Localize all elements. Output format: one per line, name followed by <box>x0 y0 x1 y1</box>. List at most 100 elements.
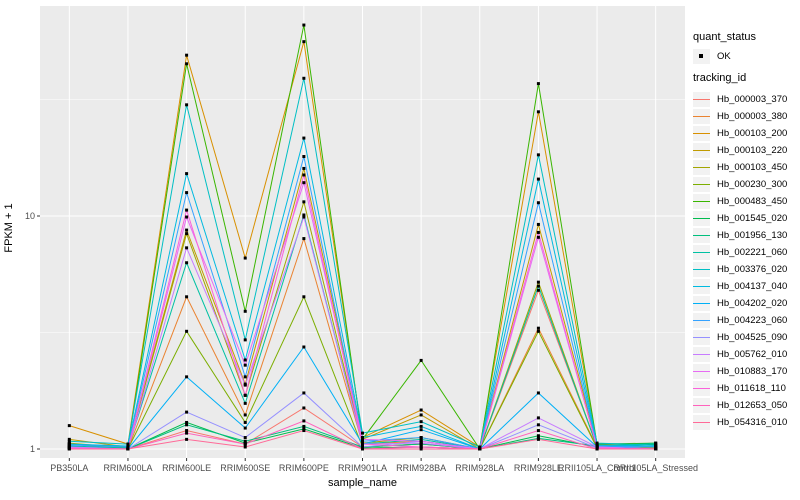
data-point <box>302 406 306 410</box>
legend-line-icon <box>693 201 710 202</box>
legend-key-swatch <box>693 381 710 396</box>
legend-label: Hb_000003_370 <box>717 94 788 105</box>
data-point <box>243 436 247 440</box>
data-point <box>654 447 658 451</box>
data-point <box>185 295 189 299</box>
legend-key-swatch <box>693 228 710 243</box>
legend-item: Hb_000103_220 <box>693 142 787 159</box>
legend-label: Hb_000230_300 <box>717 179 788 190</box>
legend-item: Hb_000003_380 <box>693 108 787 125</box>
data-point <box>302 391 306 395</box>
data-point <box>536 222 540 226</box>
data-point <box>419 413 423 417</box>
data-point <box>419 408 423 412</box>
data-point <box>185 208 189 212</box>
legend-label: Hb_004525_090 <box>717 332 788 343</box>
data-point <box>536 437 540 441</box>
data-point <box>243 442 247 446</box>
legend-label: Hb_010883_170 <box>717 366 788 377</box>
legend-line-icon <box>693 405 710 406</box>
legend-key-swatch <box>693 415 710 430</box>
data-point <box>361 442 364 446</box>
data-point <box>185 62 189 66</box>
legend-key-swatch <box>693 160 710 175</box>
data-point <box>185 329 189 333</box>
legend-item: Hb_000230_300 <box>693 176 787 193</box>
legend-item: Hb_054316_010 <box>693 414 787 431</box>
legend-line-icon <box>693 286 710 287</box>
data-point <box>243 393 247 397</box>
data-point <box>595 441 599 445</box>
legend-item: Hb_004223_060 <box>693 312 787 329</box>
data-point <box>419 437 423 441</box>
data-point <box>536 329 540 333</box>
data-point <box>185 246 189 250</box>
data-point <box>243 309 247 313</box>
x-tick-label: RRII105LA_Stressed <box>613 463 698 473</box>
legend-key-swatch <box>693 92 710 107</box>
data-point <box>243 445 247 449</box>
legend-item: Hb_000103_450 <box>693 159 787 176</box>
legend-title-tracking-id: tracking_id <box>693 72 747 84</box>
data-point <box>185 410 189 414</box>
legend-item: Hb_001956_130 <box>693 227 787 244</box>
legend-line-icon <box>693 167 710 168</box>
legend-label: Hb_054316_010 <box>717 417 788 428</box>
legend-line-icon <box>693 337 710 338</box>
data-point <box>302 166 306 170</box>
data-point <box>536 416 540 420</box>
point-marker-icon <box>699 54 703 58</box>
legend-key-swatch <box>693 194 710 209</box>
data-point <box>243 358 247 362</box>
x-axis-title: sample_name <box>327 477 398 489</box>
legend-label-ok: OK <box>717 51 731 62</box>
data-point <box>243 413 247 417</box>
legend-item: Hb_001545_020 <box>693 210 787 227</box>
legend-item: Hb_003376_020 <box>693 261 787 278</box>
x-tick-label: RRII105LA_Control <box>558 463 636 473</box>
legend-key-swatch <box>693 296 710 311</box>
legend-line-icon <box>693 218 710 219</box>
legend-label: Hb_000103_450 <box>717 162 788 173</box>
legend-item: Hb_004137_040 <box>693 278 787 295</box>
legend-key-swatch <box>693 177 710 192</box>
legend-label: Hb_000483_450 <box>717 196 788 207</box>
legend-line-icon <box>693 99 710 100</box>
data-point <box>361 445 364 449</box>
data-point <box>185 437 189 441</box>
legend-key-swatch <box>693 364 710 379</box>
data-point <box>126 442 130 446</box>
data-point <box>67 439 71 443</box>
legend-label: Hb_000103_200 <box>717 128 788 139</box>
legend-item: Hb_004202_020 <box>693 295 787 312</box>
data-point <box>302 215 306 219</box>
legend-line-icon <box>693 133 710 134</box>
legend-line-icon <box>693 116 710 117</box>
data-point <box>185 103 189 107</box>
data-point <box>536 82 540 86</box>
data-point <box>185 423 189 427</box>
data-point <box>67 424 71 428</box>
data-point <box>243 420 247 424</box>
data-point <box>361 439 364 443</box>
data-point <box>419 420 423 424</box>
data-point <box>536 153 540 157</box>
data-point <box>185 232 189 236</box>
data-point <box>302 173 306 177</box>
data-point <box>243 439 247 443</box>
data-point <box>536 434 540 438</box>
data-point <box>185 429 189 433</box>
x-tick-label: RRIM928LA <box>455 463 504 473</box>
data-point <box>654 445 658 449</box>
data-point <box>243 338 247 342</box>
data-point <box>302 429 306 433</box>
data-point <box>536 110 540 114</box>
legend-label: Hb_001545_020 <box>717 213 788 224</box>
data-point <box>302 213 306 217</box>
legend-label: Hb_000003_380 <box>717 111 788 122</box>
legend-key-swatch <box>693 126 710 141</box>
y-tick-label: 1 <box>30 444 35 454</box>
legend-label: Hb_011618_110 <box>717 383 786 394</box>
